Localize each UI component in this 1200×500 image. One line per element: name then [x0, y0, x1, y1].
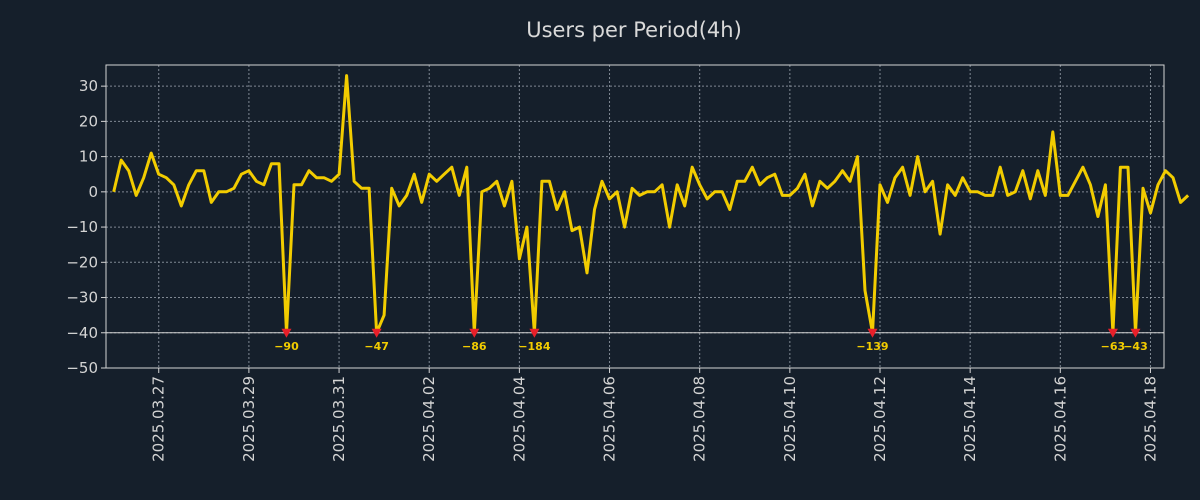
x-tick-label: 2025.04.18	[1141, 376, 1159, 462]
y-tick-label: 20	[79, 112, 98, 130]
annotation-layer: −90 −47 −86 −184 −139 −63−43	[274, 328, 1148, 353]
clip-marker	[1130, 328, 1141, 338]
y-tick-label: −50	[66, 359, 98, 377]
annotation-label: −43	[1123, 340, 1148, 353]
clip-marker	[529, 328, 540, 338]
y-tick-label: −20	[66, 253, 98, 271]
clip-marker	[469, 328, 480, 338]
annotation-label: −184	[518, 340, 551, 353]
clip-marker	[371, 328, 382, 338]
annotation-label: −47	[364, 340, 389, 353]
x-tick-label: 2025.04.08	[691, 376, 709, 462]
y-tick-label: 0	[88, 183, 98, 201]
y-tick-label: −40	[66, 324, 98, 342]
axis-layer: 30 20 10 0 −10 −20 −30 −40 −50 2025.03.27 2025.03.…	[66, 64, 1165, 462]
x-tick-label: 2025.04.14	[961, 376, 979, 462]
x-tick-label: 2025.04.04	[510, 376, 528, 462]
annotation-label: −86	[462, 340, 487, 353]
annotation-label: −90	[274, 340, 299, 353]
clip-marker	[867, 328, 878, 338]
x-tick-label: 2025.03.31	[330, 376, 348, 462]
annotation-label: −63	[1101, 340, 1126, 353]
annotation-label: −139	[856, 340, 888, 353]
x-tick-label: 2025.04.02	[420, 376, 438, 462]
y-tick-label: −30	[66, 289, 98, 307]
y-tick-label: 30	[79, 77, 98, 95]
x-tick-label: 2025.04.16	[1051, 376, 1069, 462]
series-layer	[106, 74, 1190, 335]
chart-title: Users per Period(4h)	[526, 18, 742, 42]
series-line	[112, 74, 1190, 335]
x-tick-label: 2025.03.27	[150, 376, 168, 462]
x-tick-label: 2025.04.12	[871, 376, 889, 462]
y-tick-label: 10	[79, 148, 98, 166]
y-tick-label: −10	[66, 218, 98, 236]
clip-marker	[281, 328, 292, 338]
x-tick-label: 2025.04.10	[781, 376, 799, 462]
plot-frame	[105, 64, 1165, 369]
grid-layer	[106, 65, 1164, 368]
x-tick-label: 2025.03.29	[240, 376, 258, 462]
clip-marker	[1107, 328, 1118, 338]
x-tick-label: 2025.04.06	[601, 376, 619, 462]
